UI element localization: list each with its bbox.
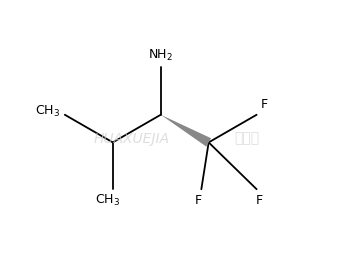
Text: HUAXUEJIA: HUAXUEJIA xyxy=(93,132,170,146)
Text: F: F xyxy=(261,98,268,111)
Text: CH$_3$: CH$_3$ xyxy=(95,193,120,208)
Text: NH$_2$: NH$_2$ xyxy=(148,48,173,63)
Text: 化学加: 化学加 xyxy=(234,132,259,146)
Text: F: F xyxy=(256,194,263,207)
Text: CH$_3$: CH$_3$ xyxy=(35,104,60,119)
Text: F: F xyxy=(195,194,202,207)
Polygon shape xyxy=(161,115,211,147)
